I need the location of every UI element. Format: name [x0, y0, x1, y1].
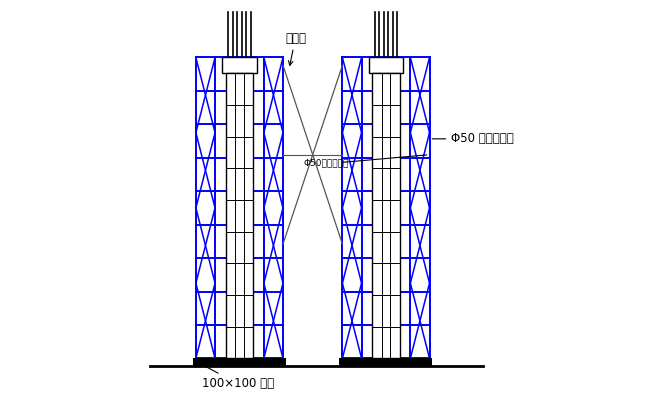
Text: 100×100 方木: 100×100 方木	[201, 367, 274, 390]
Text: Φ50锆管脚手架: Φ50锆管脚手架	[304, 158, 349, 167]
Bar	[193, 358, 286, 366]
Bar	[339, 358, 432, 366]
Bar	[225, 73, 253, 358]
Text: 人行桥: 人行桥	[285, 32, 306, 65]
Text: Φ50 锆管脚手架: Φ50 锆管脚手架	[432, 132, 514, 145]
Bar	[222, 57, 257, 73]
Bar	[372, 73, 400, 358]
Bar	[368, 57, 403, 73]
